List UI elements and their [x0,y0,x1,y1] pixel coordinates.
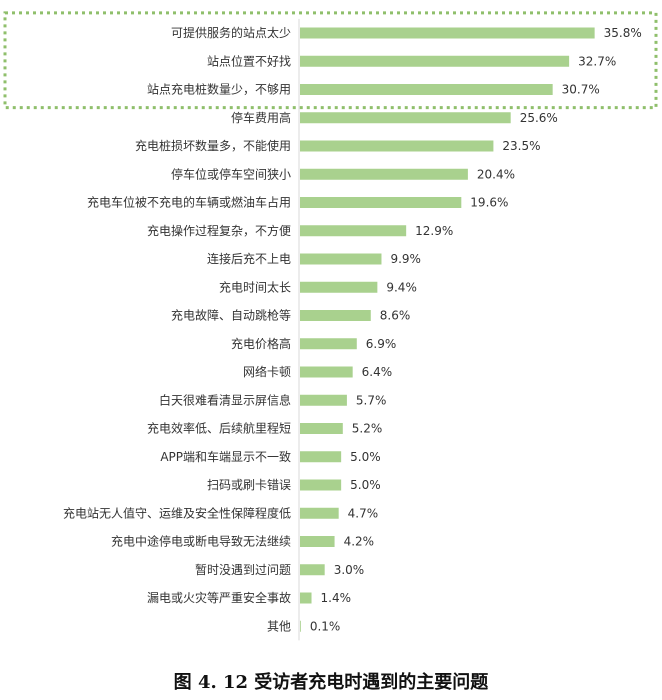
category-label: 白天很难看清显示屏信息 [159,392,291,407]
value-label: 3.0% [334,563,365,577]
bar [300,564,325,576]
bar [300,140,494,152]
category-label: 停车费用高 [231,110,291,125]
category-label: 充电车位被不充电的车辆或燃油车占用 [87,195,291,210]
value-label: 19.6% [470,196,508,210]
category-label: 可提供服务的站点太少 [171,25,291,40]
category-label: 其他 [267,619,291,633]
category-label: 暂时没遇到过问题 [195,562,291,577]
value-label: 5.0% [350,478,381,492]
category-label: 充电操作过程复杂，不方便 [147,223,291,238]
value-label: 8.6% [380,309,411,323]
bar [300,366,353,378]
value-label: 5.2% [352,422,383,436]
bar [300,281,378,293]
bar [300,423,343,434]
bar [300,620,301,632]
category-label: 连接后充不上电 [207,251,291,266]
category-label: 站点充电桩数量少，不够用 [147,82,291,97]
category-label: APP端和车端显示不一致 [160,449,291,464]
value-label: 0.1% [310,619,341,633]
value-label: 20.4% [477,167,515,181]
value-label: 4.2% [344,535,375,549]
value-label: 4.7% [348,506,379,520]
bar [300,84,553,95]
category-label: 停车位或停车空间狭小 [171,166,291,181]
bar [300,451,342,463]
value-label: 35.8% [604,26,642,40]
category-label: 充电时间太长 [219,279,291,294]
value-label: 6.4% [362,365,393,379]
category-label: 站点位置不好找 [207,53,291,68]
bar [300,536,335,547]
bar [300,55,570,67]
value-label: 23.5% [502,139,540,153]
highlight-box [3,11,658,110]
value-label: 25.6% [520,111,558,125]
bar [300,27,595,39]
bar [300,394,347,406]
bar [300,225,407,237]
category-label: 漏电或火灾等严重安全事故 [147,590,291,605]
value-label: 6.9% [366,337,397,351]
category-label: 充电效率低、后续航里程短 [147,421,291,436]
value-label: 12.9% [415,224,453,238]
value-label: 5.7% [356,393,387,407]
bar [300,338,357,350]
bar [300,197,462,208]
bar [300,168,468,180]
bar [300,310,371,321]
bar [300,253,382,265]
category-label: 充电桩损坏数量多，不能使用 [135,138,291,153]
value-label: 32.7% [578,54,616,68]
bar [300,592,312,604]
category-label: 充电故障、自动跳枪等 [171,308,291,323]
category-label: 充电站无人值守、运维及安全性保障程度低 [63,505,291,520]
bar [300,507,339,519]
value-label: 5.0% [350,450,381,464]
value-label: 9.4% [386,280,417,294]
bar [300,112,511,124]
value-label: 30.7% [562,83,600,97]
bar-chart: 可提供服务的站点太少 35.8% 站点位置不好找 32.7% 站点充电桩数量少，不够用 3… [3,11,658,641]
category-label: 扫码或刷卡错误 [207,478,291,492]
category-label: 充电中途停电或断电导致无法继续 [111,534,291,549]
category-label: 网络卡顿 [243,364,291,379]
category-label: 充电价格高 [231,336,291,351]
figure-caption: 图 4. 12 受访者充电时遇到的主要问题 [173,672,489,693]
value-label: 1.4% [321,591,352,605]
bar [300,479,342,491]
value-label: 9.9% [390,252,421,266]
